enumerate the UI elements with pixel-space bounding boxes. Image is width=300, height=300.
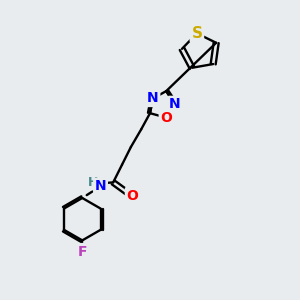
Text: O: O [126, 189, 138, 202]
Text: S: S [191, 26, 203, 41]
Text: N: N [147, 92, 159, 106]
Text: O: O [160, 111, 172, 124]
Text: N: N [95, 179, 106, 193]
Text: N: N [169, 98, 181, 111]
Text: H: H [87, 176, 98, 189]
Text: F: F [77, 244, 87, 259]
